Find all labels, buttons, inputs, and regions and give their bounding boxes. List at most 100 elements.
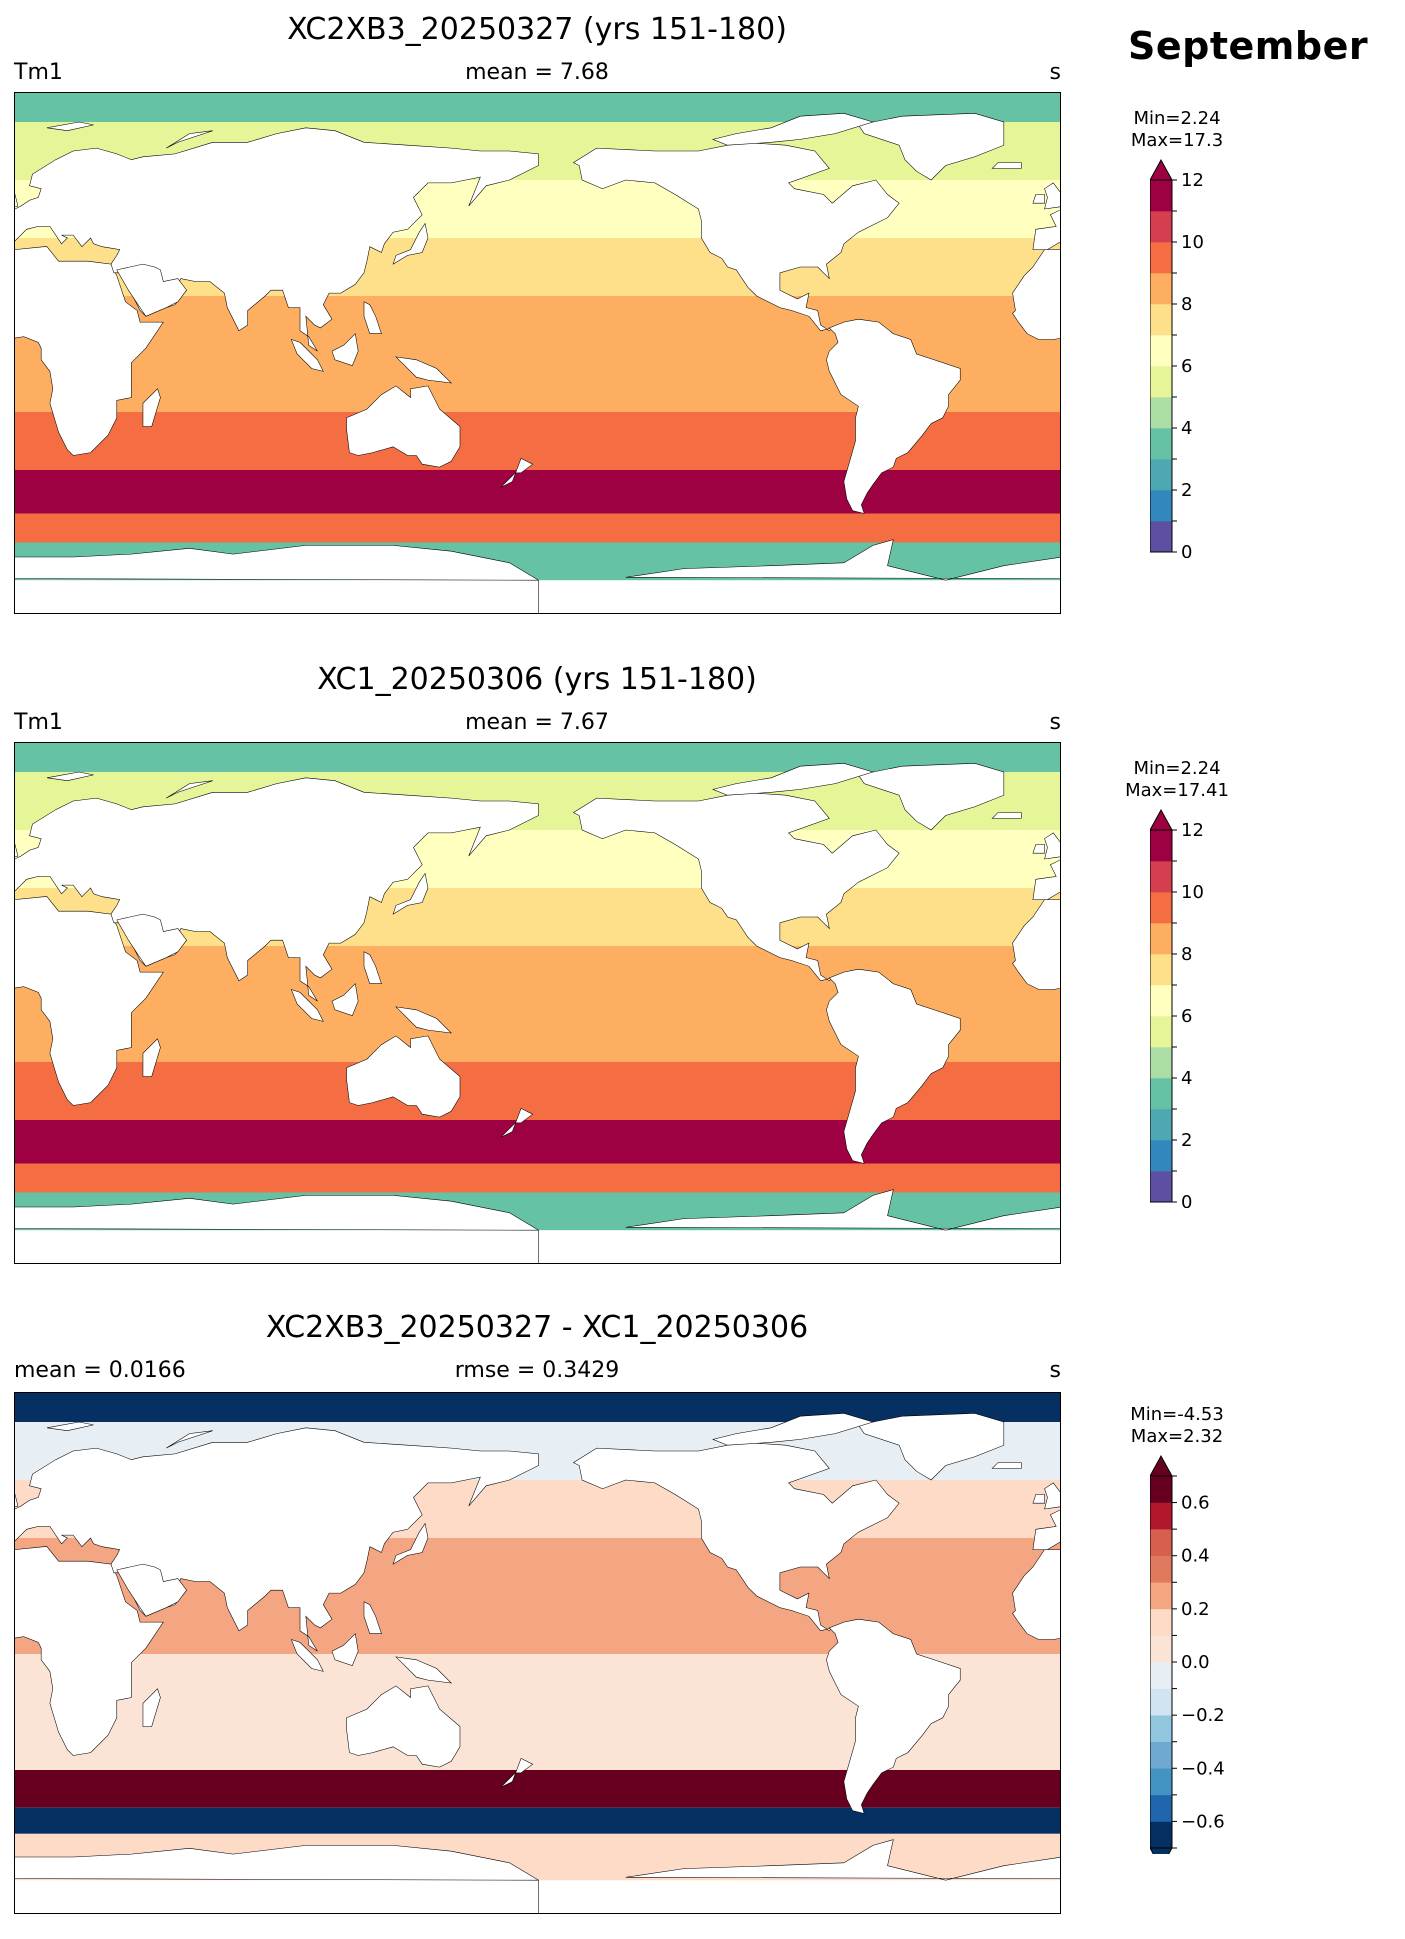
coastline-7 xyxy=(1033,1428,1060,1651)
colorbar-segment xyxy=(1150,1582,1172,1610)
coastline-5 xyxy=(1013,1547,1060,1756)
colorbar-tick-label: −0.2 xyxy=(1181,1705,1225,1726)
colorbar-segment xyxy=(1150,1502,1172,1530)
colorbar-segment xyxy=(1150,1109,1172,1141)
coastline-6 xyxy=(143,1689,160,1727)
map-band-1 xyxy=(15,93,1060,122)
map-band-8 xyxy=(15,513,1060,543)
colorbar-tick-label: 8 xyxy=(1181,294,1192,315)
colorbar-segment xyxy=(1150,985,1172,1017)
coastline-2 xyxy=(858,1413,1003,1480)
coastline-11 xyxy=(992,163,1021,169)
coastline-14 xyxy=(291,340,323,372)
colorbar-segment xyxy=(1150,273,1172,305)
colorbar-segment xyxy=(1150,1741,1172,1769)
coastline-21 xyxy=(626,1190,1060,1264)
colorbar-segment xyxy=(1150,954,1172,986)
panel-3-min-label: Min=-4.53 xyxy=(1130,1404,1224,1425)
colorbar-extend-max xyxy=(1149,1454,1173,1477)
coastline-16 xyxy=(364,1602,381,1634)
colorbar-segment xyxy=(1150,1140,1172,1172)
coastline-20 xyxy=(166,131,213,148)
colorbar-segment xyxy=(1150,1078,1172,1110)
panel-3-rmse-label: rmse = 0.3429 xyxy=(454,1358,620,1383)
panel-2-units-label: s xyxy=(1049,710,1061,735)
coastline-20 xyxy=(166,1431,213,1448)
coastline-9 xyxy=(1045,183,1060,209)
coastline-4 xyxy=(826,1619,960,1813)
colorbar-tick-label: 2 xyxy=(1181,1130,1192,1151)
colorbar-segment xyxy=(1150,1171,1172,1203)
coastline-3 xyxy=(713,113,873,145)
coastline-21 xyxy=(15,540,539,613)
coastline-9 xyxy=(15,1483,18,1509)
coastline-7 xyxy=(1033,128,1060,351)
colorbar-tick-label: 12 xyxy=(1181,820,1204,841)
coastline-11 xyxy=(992,813,1021,819)
panel-2-map xyxy=(14,742,1061,1264)
coastline-15 xyxy=(396,1007,451,1033)
coastline-18 xyxy=(501,1758,533,1787)
colorbar-segment xyxy=(1150,304,1172,336)
colorbar-extend-min xyxy=(1149,1847,1173,1870)
coastline-18 xyxy=(501,1108,533,1137)
coastline-10 xyxy=(1033,845,1045,854)
map-band-7 xyxy=(15,470,1060,514)
colorbar-segment xyxy=(1150,242,1172,274)
coastline-4 xyxy=(826,319,960,513)
colorbar-segment xyxy=(1150,892,1172,924)
coastline-10 xyxy=(1033,195,1045,204)
colorbar-tick-label: 0.6 xyxy=(1181,1493,1210,1514)
coastline-15 xyxy=(396,357,451,383)
colorbar-segment xyxy=(1150,1635,1172,1663)
colorbar-tick-label: −0.6 xyxy=(1181,1811,1225,1832)
colorbar-segment xyxy=(1150,366,1172,398)
coastline-16 xyxy=(364,302,381,334)
land-mass-group xyxy=(15,1413,1060,1913)
colorbar-segment xyxy=(1150,1821,1172,1849)
panel-3-colorbar: −0.6 −0.4 −0.2 0.0 0.2 0.4 0.6 xyxy=(1149,1454,1260,1870)
coastline-3 xyxy=(713,1413,873,1445)
panel-1-title: XC2XB3_20250327 (yrs 151-180) xyxy=(287,12,787,47)
panel-3-units-label: s xyxy=(1049,1358,1061,1383)
colorbar-segment xyxy=(1150,521,1172,553)
colorbar-segment xyxy=(1150,490,1172,522)
colorbar-tick-label: 0.4 xyxy=(1181,1546,1210,1567)
colorbar-tick-label: 12 xyxy=(1181,170,1204,191)
coastline-12 xyxy=(393,224,428,265)
panel-1-mean-label: mean = 7.68 xyxy=(465,60,609,85)
coastline-14 xyxy=(291,1640,323,1672)
land-mass-group xyxy=(15,763,1060,1264)
colorbar-tick-label: −0.4 xyxy=(1181,1758,1225,1779)
panel-2-variable-label: Tm1 xyxy=(14,710,63,735)
panel-1-colorbar: 0 2 4 6 8 10 12 xyxy=(1149,158,1260,563)
coastline-13 xyxy=(332,334,358,366)
colorbar-segment xyxy=(1150,1768,1172,1796)
map-band-7 xyxy=(15,1120,1060,1164)
colorbar-tick-label: 0.2 xyxy=(1181,1599,1210,1620)
coastline-5 xyxy=(15,1547,163,1756)
coastline-9 xyxy=(1045,1483,1060,1509)
colorbar-segment xyxy=(1150,459,1172,491)
panel-2-mean-label: mean = 7.67 xyxy=(465,710,609,735)
colorbar-segment xyxy=(1150,923,1172,955)
colorbar-tick-label: 8 xyxy=(1181,944,1192,965)
coastline-13 xyxy=(332,1634,358,1666)
colorbar-segment xyxy=(1150,1715,1172,1743)
coastline-21 xyxy=(626,540,1060,614)
colorbar-segment xyxy=(1150,1662,1172,1689)
colorbar-segment xyxy=(1150,1608,1172,1636)
panel-2-min-label: Min=2.24 xyxy=(1133,758,1221,779)
coastline-17 xyxy=(347,386,460,467)
colorbar-tick-label: 2 xyxy=(1181,480,1192,501)
coastline-12 xyxy=(393,1524,428,1565)
colorbar-segment xyxy=(1150,335,1172,367)
coastline-15 xyxy=(396,1657,451,1683)
panel-1-variable-label: Tm1 xyxy=(14,60,63,85)
coastline-9 xyxy=(15,833,18,859)
map-band-1 xyxy=(15,1393,1060,1422)
coastline-18 xyxy=(501,458,533,487)
coastline-6 xyxy=(143,1039,160,1077)
coastline-11 xyxy=(992,1463,1021,1469)
coastline-13 xyxy=(332,984,358,1016)
